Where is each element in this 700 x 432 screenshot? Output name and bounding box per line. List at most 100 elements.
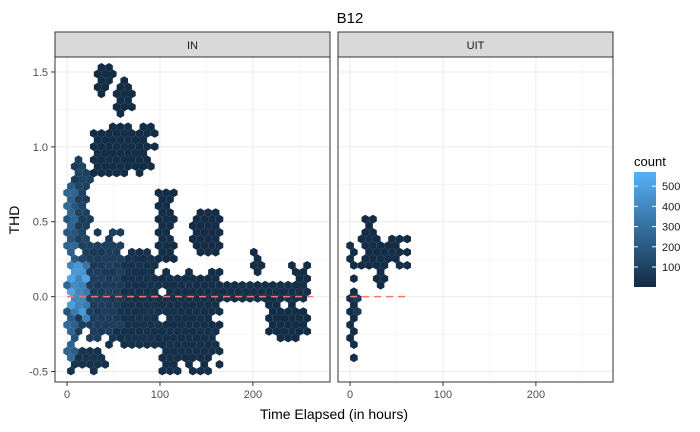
hex-bin (63, 307, 71, 316)
hex-bin (147, 320, 155, 330)
panel-in: IN 0 100 200 (54, 31, 331, 401)
hex-bin (120, 287, 128, 297)
hex-bin (124, 96, 132, 105)
hex-bin (97, 327, 106, 336)
hex-bin (124, 267, 132, 277)
hex-bin (162, 241, 170, 250)
hex-bin (395, 261, 404, 270)
hex-bin (372, 247, 381, 257)
hex-bin (74, 287, 83, 297)
hex-bin (215, 267, 224, 277)
hex-bin (70, 254, 79, 264)
hex-bin (272, 327, 281, 336)
hex-bin (346, 254, 354, 264)
legend-tick-label: 100 (662, 262, 680, 274)
hex-bin (276, 294, 285, 303)
hex-bin (295, 313, 304, 323)
hex-bin (109, 122, 117, 132)
hex-bin (166, 274, 174, 283)
hex-bin (143, 261, 151, 270)
hex-bin (105, 287, 113, 297)
hex-bin (124, 254, 132, 264)
hex-bin (162, 280, 170, 290)
hex-bin (192, 241, 201, 250)
hex-bin (269, 280, 277, 290)
hex-bin (74, 327, 83, 336)
hex-bin (204, 221, 212, 231)
hex-bin (196, 366, 205, 376)
hex-bin (116, 280, 125, 290)
hex-bin (143, 287, 151, 297)
hex-bin (189, 274, 197, 283)
hex-bin (93, 280, 102, 290)
hex-bin (350, 247, 358, 257)
hex-bin (170, 320, 178, 330)
hex-bin (192, 346, 201, 356)
hex-bin (135, 313, 144, 323)
hex-bin (170, 360, 178, 369)
hex-bin (403, 261, 411, 270)
hex-bin (211, 221, 220, 231)
hex-bin (147, 280, 155, 290)
hex-bin (135, 168, 144, 178)
hex-bin (196, 221, 205, 231)
x-tick-label: 100 (434, 389, 452, 401)
hex-bin (124, 122, 132, 132)
hex-bin (78, 267, 87, 277)
hex-bin (105, 63, 113, 72)
hex-bin (143, 247, 151, 257)
hex-bin (257, 287, 266, 297)
hex-bin (162, 214, 170, 224)
hex-bin (128, 247, 136, 257)
hex-bin (78, 241, 87, 250)
hex-bin (196, 234, 205, 244)
hex-bin (109, 320, 117, 330)
hex-bin (166, 195, 174, 204)
hex-bin (350, 274, 358, 283)
hex-bin (74, 353, 83, 363)
legend-tick-label: 400 (662, 201, 680, 213)
legend-ticks: 100 200 300 400 500 (634, 181, 680, 274)
hex-bin (112, 129, 121, 138)
hex-bin (131, 135, 140, 145)
hex-bin (361, 228, 370, 237)
hex-bin (204, 366, 212, 376)
hex-bin (70, 267, 79, 277)
hex-bin (303, 287, 311, 297)
hex-bin (150, 340, 159, 349)
hex-bin (208, 267, 216, 277)
y-axis: -0.5 0.0 0.5 1.0 1.5 (29, 67, 55, 379)
hex-bin (291, 280, 300, 290)
hex-bin (365, 261, 373, 270)
hex-bin (208, 346, 216, 356)
hex-bin (112, 327, 121, 336)
hex-bin (143, 327, 151, 336)
hex-bin (74, 234, 83, 244)
hex-bin (192, 294, 201, 303)
hex-bin (276, 280, 285, 290)
hex-bin (238, 280, 247, 290)
hex-bin (158, 327, 167, 336)
hex-bin (162, 254, 170, 264)
hex-bin (128, 300, 136, 310)
hex-bin (284, 307, 292, 316)
hex-bin (74, 168, 83, 178)
hex-bin (86, 267, 94, 277)
hex-bin (78, 307, 87, 316)
legend-tick-label: 500 (662, 181, 680, 193)
hex-bin (403, 234, 411, 244)
hex-bin (200, 346, 209, 356)
hex-bin (192, 320, 201, 330)
hex-bin (86, 241, 94, 250)
hex-bin (189, 313, 197, 323)
y-axis-label: THD (6, 206, 22, 235)
hex-bin (154, 241, 163, 250)
hex-bin (128, 129, 136, 138)
hex-bin (147, 162, 155, 171)
hex-bin (189, 327, 197, 336)
hex-bin (143, 274, 151, 283)
hex-bin (120, 340, 128, 349)
hex-bin (272, 300, 281, 310)
hex-bin (166, 340, 174, 349)
hex-bin (380, 274, 389, 283)
